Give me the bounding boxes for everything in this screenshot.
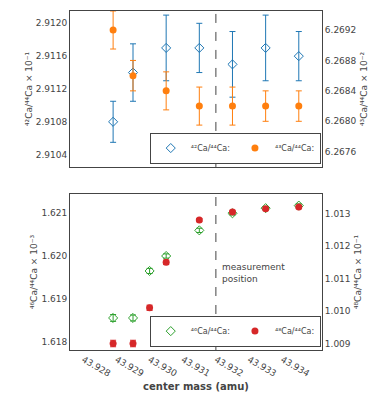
svg-text:1.012: 1.012: [325, 241, 351, 251]
svg-text:1.010: 1.010: [325, 306, 351, 316]
svg-text:6.2684: 6.2684: [325, 86, 357, 96]
svg-text:⁴³Ca/⁴⁴Ca:: ⁴³Ca/⁴⁴Ca:: [275, 144, 314, 153]
svg-text:1.621: 1.621: [41, 208, 67, 218]
svg-text:⁴²Ca/⁴⁴Ca:: ⁴²Ca/⁴⁴Ca:: [191, 144, 230, 153]
svg-text:⁴⁶Ca/⁴⁴Ca × 10⁻³: ⁴⁶Ca/⁴⁴Ca × 10⁻³: [29, 235, 39, 310]
svg-text:⁴⁶Ca/⁴⁴Ca:: ⁴⁶Ca/⁴⁴Ca:: [191, 327, 230, 336]
svg-text:43.930: 43.930: [146, 354, 179, 379]
svg-text:1.011: 1.011: [325, 274, 351, 284]
svg-text:43.929: 43.929: [113, 354, 146, 379]
svg-text:1.620: 1.620: [41, 251, 67, 261]
svg-text:⁴³Ca/⁴⁴Ca × 10⁻²: ⁴³Ca/⁴⁴Ca × 10⁻²: [359, 52, 369, 127]
svg-text:1.013: 1.013: [325, 209, 351, 219]
svg-text:1.009: 1.009: [325, 339, 351, 349]
svg-text:⁴⁸Ca/⁴⁴Ca:: ⁴⁸Ca/⁴⁴Ca:: [275, 327, 314, 336]
svg-text:1.619: 1.619: [41, 294, 67, 304]
svg-text:2.9108: 2.9108: [36, 117, 68, 127]
svg-text:2.9120: 2.9120: [36, 18, 68, 28]
svg-text:6.2692: 6.2692: [325, 25, 357, 35]
svg-text:⁴²Ca/⁴⁴Ca × 10⁻¹: ⁴²Ca/⁴⁴Ca × 10⁻¹: [24, 52, 34, 127]
svg-text:43.932: 43.932: [213, 354, 245, 378]
svg-text:2.9116: 2.9116: [36, 51, 68, 61]
svg-text:43.934: 43.934: [279, 354, 312, 379]
svg-text:2.9104: 2.9104: [36, 150, 68, 160]
svg-text:43.931: 43.931: [179, 354, 211, 378]
svg-text:2.9112: 2.9112: [36, 84, 68, 94]
svg-text:6.2676: 6.2676: [325, 147, 357, 157]
svg-text:6.2680: 6.2680: [325, 116, 357, 126]
svg-text:6.2688: 6.2688: [325, 56, 357, 66]
svg-text:⁴⁸Ca/⁴⁴Ca × 10⁻¹: ⁴⁸Ca/⁴⁴Ca × 10⁻¹: [353, 235, 363, 310]
svg-text:1.618: 1.618: [41, 337, 67, 347]
svg-text:43.928: 43.928: [80, 354, 113, 379]
svg-text:43.933: 43.933: [246, 354, 278, 378]
svg-text:center mass (amu): center mass (amu): [143, 381, 249, 392]
svg-text:measurementposition: measurementposition: [222, 262, 285, 284]
